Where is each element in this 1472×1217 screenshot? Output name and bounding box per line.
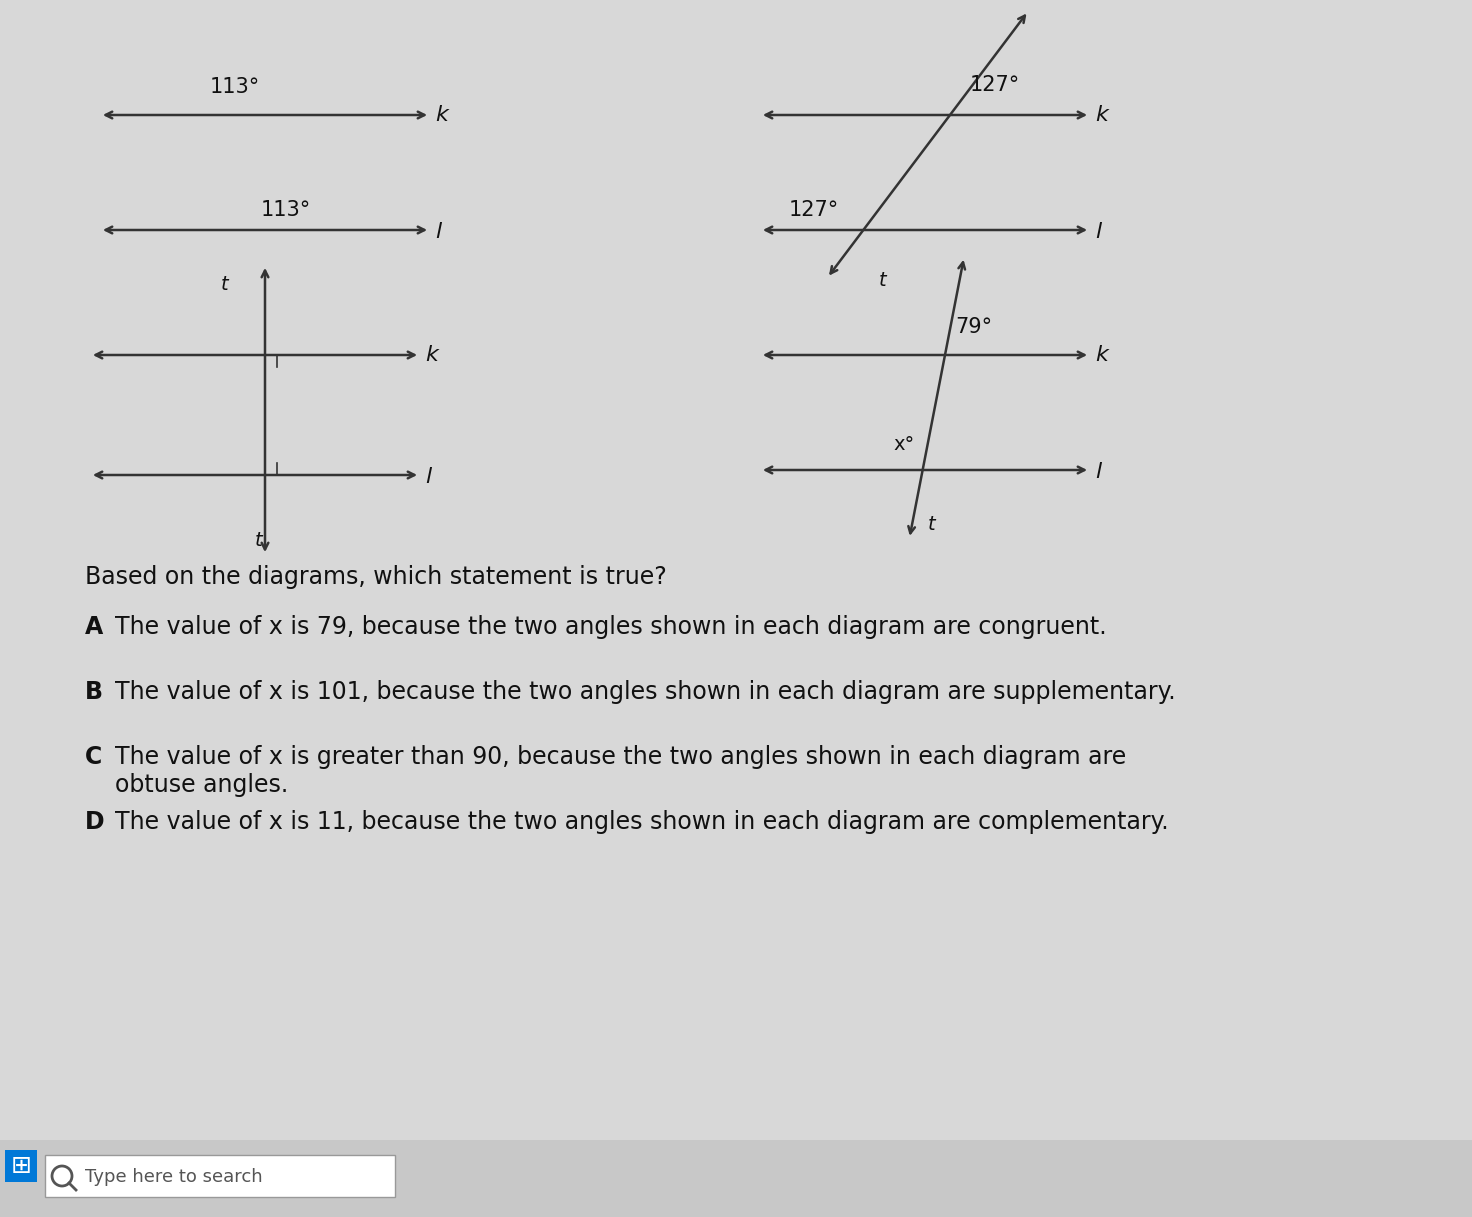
Bar bbox=[0, 1140, 1472, 1217]
Text: l: l bbox=[1095, 462, 1101, 482]
Text: t: t bbox=[879, 270, 886, 290]
Text: Based on the diagrams, which statement is true?: Based on the diagrams, which statement i… bbox=[85, 565, 667, 589]
Text: x°: x° bbox=[894, 436, 914, 454]
Text: D: D bbox=[85, 811, 105, 834]
Bar bbox=[4, 1150, 37, 1182]
Text: 113°: 113° bbox=[210, 77, 261, 97]
Text: t: t bbox=[255, 531, 262, 550]
Text: The value of x is 79, because the two angles shown in each diagram are congruent: The value of x is 79, because the two an… bbox=[115, 615, 1107, 639]
Text: k: k bbox=[436, 105, 447, 125]
Text: ⊞: ⊞ bbox=[10, 1154, 31, 1178]
Text: k: k bbox=[1095, 344, 1108, 365]
Text: 79°: 79° bbox=[955, 316, 992, 337]
Bar bbox=[46, 1155, 394, 1198]
Text: Type here to search: Type here to search bbox=[85, 1168, 262, 1187]
Text: k: k bbox=[425, 344, 437, 365]
Text: l: l bbox=[436, 221, 442, 242]
Text: t: t bbox=[927, 516, 935, 534]
Text: 113°: 113° bbox=[261, 200, 312, 220]
Text: B: B bbox=[85, 680, 103, 703]
Text: A: A bbox=[85, 615, 103, 639]
Text: l: l bbox=[1095, 221, 1101, 242]
Text: The value of x is 11, because the two angles shown in each diagram are complemen: The value of x is 11, because the two an… bbox=[115, 811, 1169, 834]
Text: The value of x is greater than 90, because the two angles shown in each diagram : The value of x is greater than 90, becau… bbox=[115, 745, 1126, 797]
Text: k: k bbox=[1095, 105, 1108, 125]
Text: C: C bbox=[85, 745, 102, 769]
Text: 127°: 127° bbox=[789, 200, 839, 220]
Text: The value of x is 101, because the two angles shown in each diagram are suppleme: The value of x is 101, because the two a… bbox=[115, 680, 1176, 703]
Text: t: t bbox=[221, 275, 228, 295]
Text: 127°: 127° bbox=[970, 75, 1020, 95]
Text: l: l bbox=[425, 467, 431, 487]
